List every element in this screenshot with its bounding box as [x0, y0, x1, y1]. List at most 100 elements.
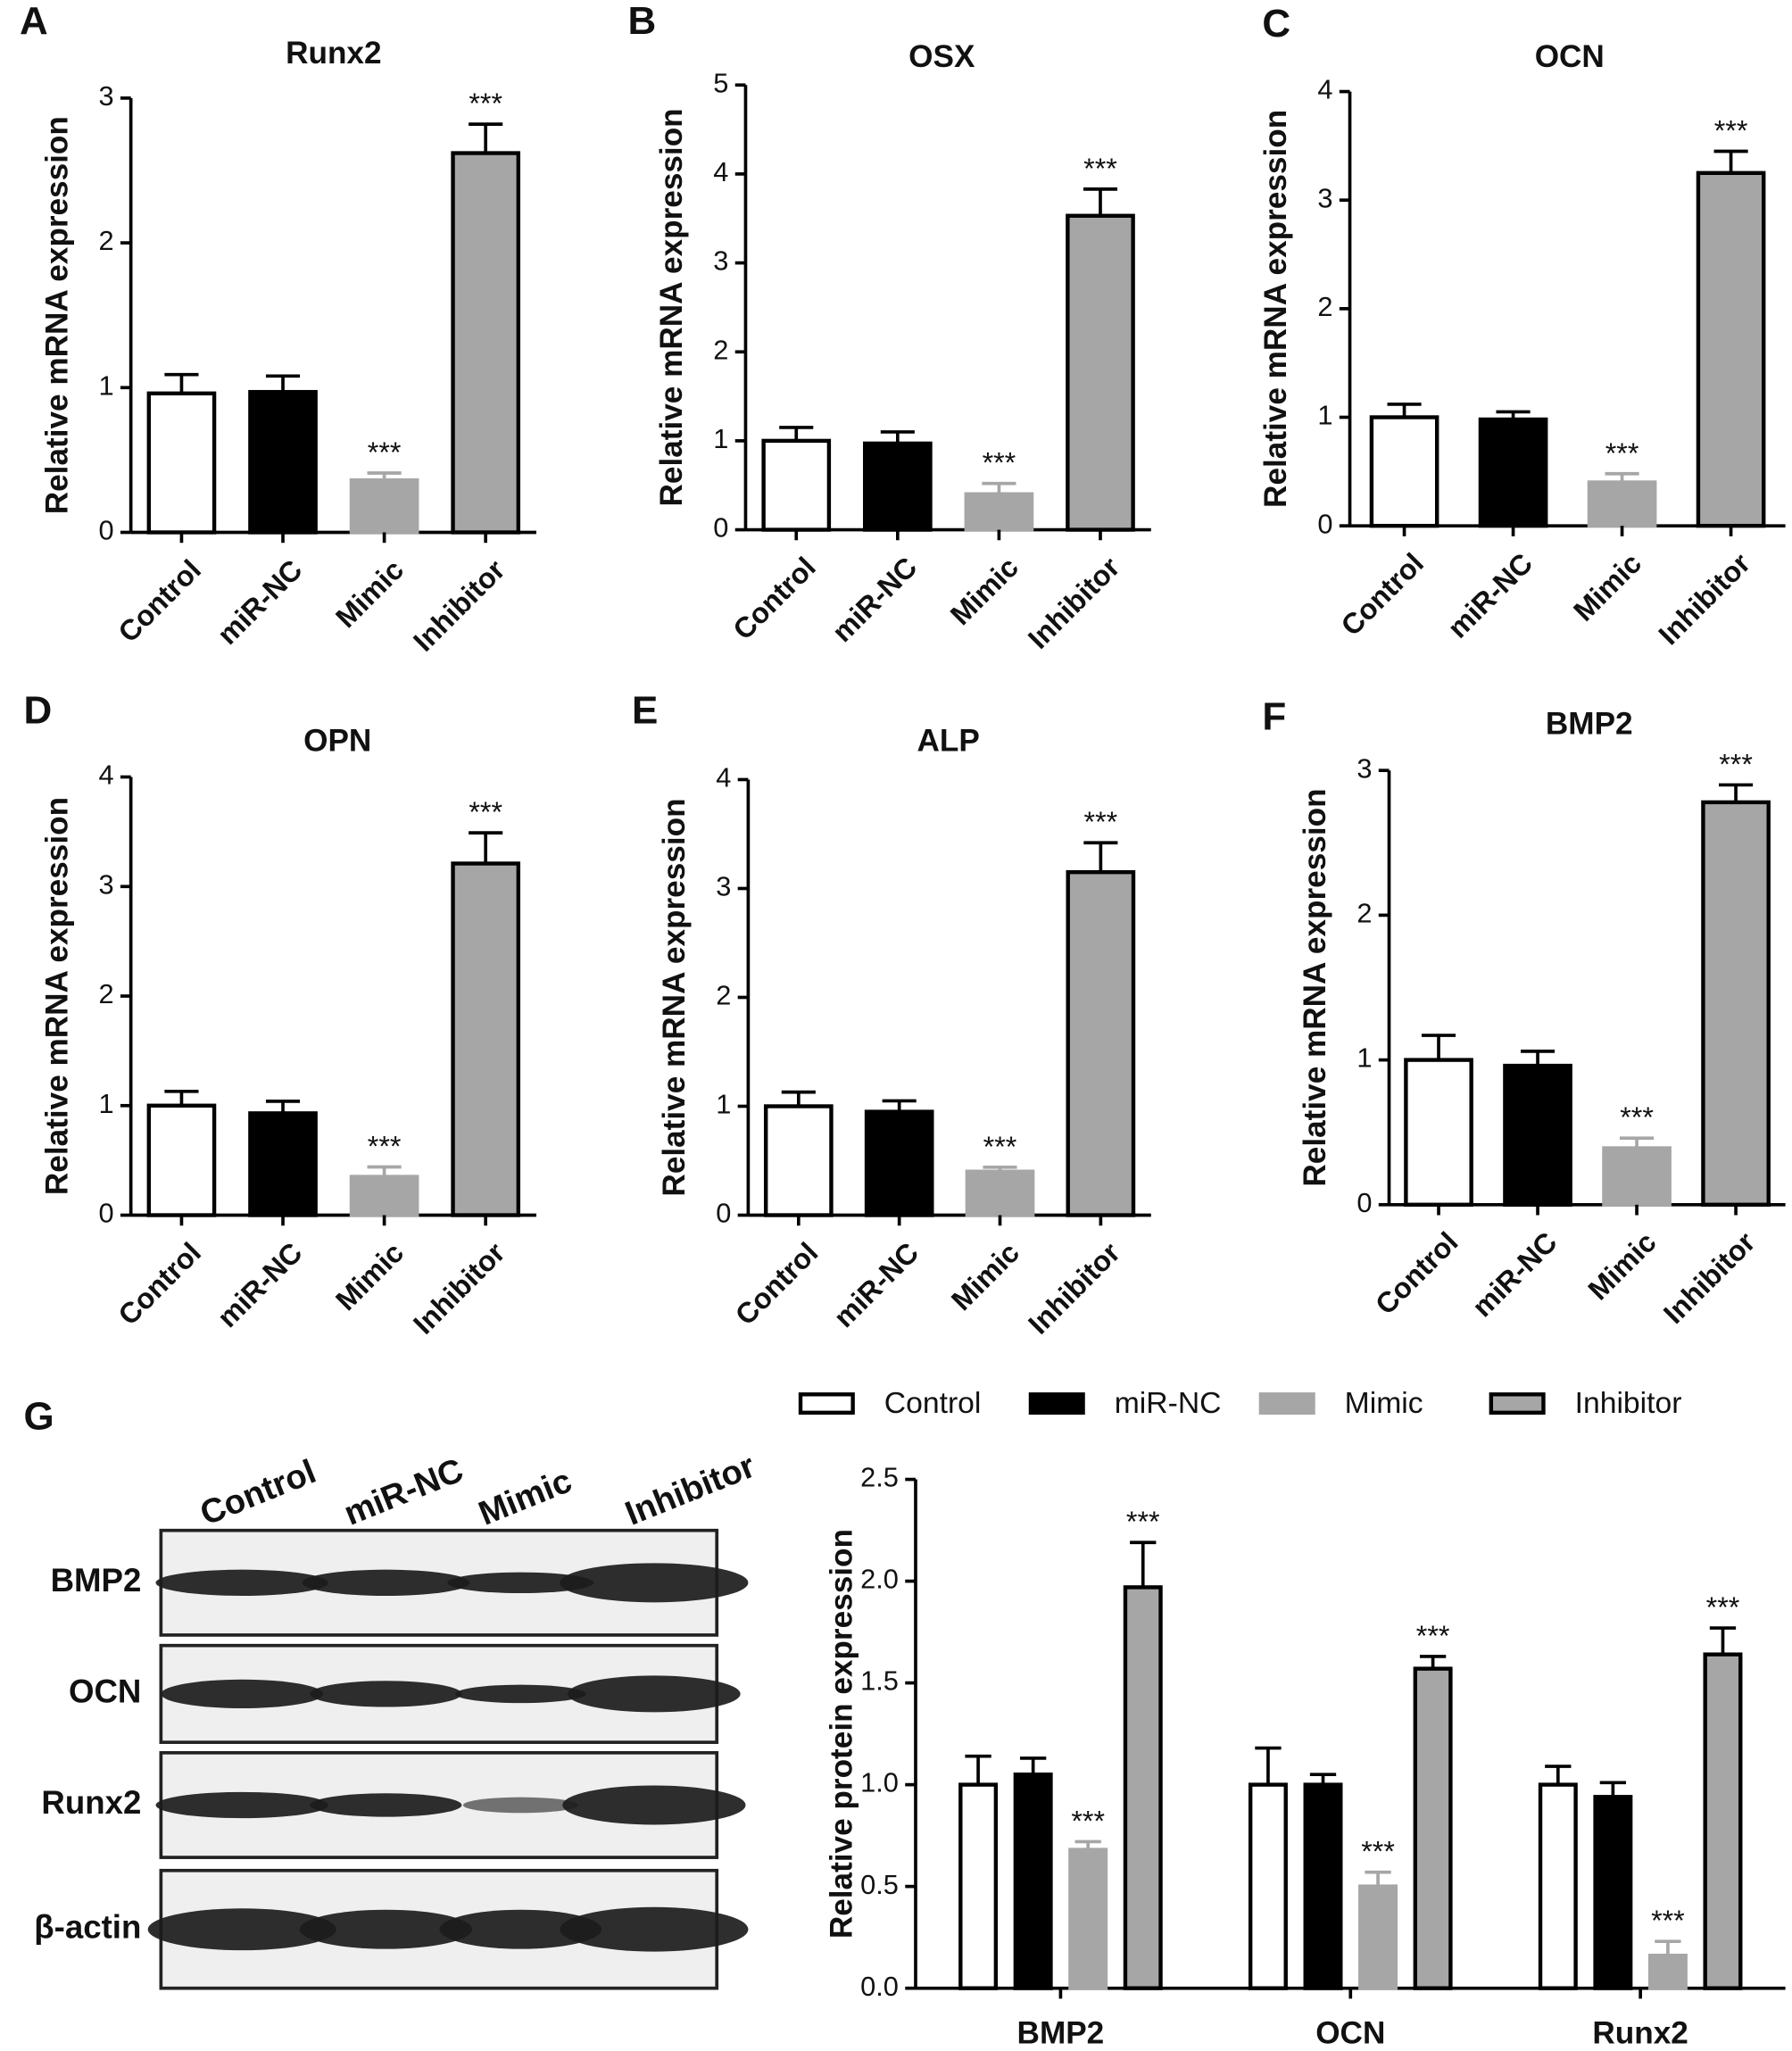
x-tick-label: Inhibitor: [1657, 1225, 1762, 1330]
blot-band: [462, 1797, 578, 1814]
y-tick-label: 4: [713, 156, 728, 187]
bar: [1248, 1782, 1288, 1990]
blot-row-label: β-actin: [34, 1908, 141, 1945]
error-bar: [1365, 1870, 1391, 1887]
blot-row-label: BMP2: [51, 1562, 142, 1598]
significance-label: ***: [469, 796, 502, 828]
error-bar: [779, 426, 814, 441]
blot-band: [447, 1572, 594, 1594]
bar: [146, 1103, 217, 1217]
x-tick-label: miR-NC: [1441, 547, 1539, 644]
significance-label: ***: [1361, 1836, 1395, 1868]
x-tick-label: Control: [726, 551, 821, 645]
bar: [451, 151, 521, 535]
blot-band: [147, 1908, 336, 1951]
panel-letter: F: [1262, 695, 1286, 739]
error-bar: [367, 471, 402, 481]
x-tick-label: Control: [1335, 547, 1430, 642]
x-tick-label: Mimic: [329, 553, 410, 634]
y-tick-label: 3: [98, 80, 113, 112]
blot-band: [560, 1906, 749, 1952]
error-bar: [1496, 410, 1531, 419]
blot-band: [562, 1785, 746, 1825]
error-bar: [1605, 471, 1639, 483]
bar: [864, 1109, 934, 1217]
y-tick-label: 5: [713, 67, 728, 98]
bar: [1703, 1652, 1743, 1990]
y-tick-label: 0: [716, 1198, 731, 1229]
chart-title: OCN: [1535, 39, 1605, 74]
x-tick-label: BMP2: [1017, 2016, 1105, 2051]
error-bar: [983, 1165, 1017, 1172]
bar: [248, 389, 318, 535]
y-tick-label: 0.0: [860, 1971, 899, 2002]
y-tick-label: 2: [716, 980, 731, 1011]
bar: [958, 1782, 999, 1990]
significance-label: ***: [983, 447, 1016, 479]
significance-label: ***: [1620, 1101, 1654, 1133]
bar: [1602, 1146, 1672, 1207]
error-bar: [1083, 187, 1118, 216]
x-tick-label: Control: [112, 553, 207, 648]
significance-label: ***: [368, 1130, 402, 1162]
y-axis-label: Relative mRNA expression: [39, 116, 74, 514]
y-tick-label: 1: [98, 1088, 113, 1119]
significance-label: ***: [1083, 153, 1117, 185]
y-tick-label: 2: [713, 334, 728, 365]
significance-label: ***: [1605, 437, 1639, 469]
error-bar: [965, 1754, 991, 1785]
y-tick-label: 0: [1317, 508, 1332, 539]
x-tick-label: Mimic: [1567, 547, 1647, 627]
panel-letter: A: [20, 0, 48, 43]
bar: [1478, 417, 1548, 528]
bar: [349, 477, 419, 535]
bar: [964, 492, 1034, 532]
bar: [1701, 800, 1771, 1207]
bar: [1538, 1782, 1578, 1990]
x-tick-label: miR-NC: [825, 551, 923, 648]
bar: [1503, 1063, 1572, 1207]
legend-swatch: [1489, 1392, 1546, 1416]
y-tick-label: 1.0: [860, 1767, 899, 1798]
blot-lane-label: miR-NC: [339, 1451, 469, 1532]
chart-title: ALP: [917, 724, 979, 759]
y-tick-label: 3: [1317, 182, 1332, 213]
chart-title: OSX: [908, 39, 975, 74]
error-bar: [882, 1099, 917, 1112]
blot-band: [310, 1681, 462, 1707]
error-bar: [1620, 1136, 1655, 1149]
y-tick-label: 1: [716, 1089, 731, 1120]
x-tick-label: Inhibitor: [1022, 551, 1126, 655]
bar: [146, 391, 217, 535]
bar: [1413, 1666, 1453, 1990]
x-tick-label: Inhibitor: [1022, 1236, 1126, 1341]
error-bar: [1387, 403, 1422, 418]
y-axis-label: Relative mRNA expression: [1298, 788, 1332, 1186]
x-tick-label: miR-NC: [212, 1236, 309, 1333]
chart-title: BMP2: [1546, 707, 1633, 742]
y-tick-label: 4: [716, 762, 731, 793]
panel-letter: B: [628, 0, 657, 43]
chart-title: OPN: [303, 724, 371, 759]
blot-row-label: Runx2: [41, 1784, 141, 1821]
legend-swatch: [1258, 1392, 1315, 1416]
y-tick-label: 1: [1356, 1042, 1372, 1074]
error-bar: [1419, 1655, 1447, 1669]
bar: [1404, 1058, 1473, 1207]
y-axis-label: Relative mRNA expression: [39, 797, 74, 1195]
panel-letter: E: [632, 688, 658, 732]
significance-label: ***: [469, 87, 502, 120]
x-tick-label: miR-NC: [827, 1236, 925, 1333]
x-tick-label: Mimic: [945, 1236, 1025, 1316]
blot-lane-label: Control: [195, 1453, 321, 1533]
error-bar: [1130, 1540, 1157, 1588]
error-bar: [1520, 1050, 1556, 1067]
error-bar: [1719, 783, 1754, 802]
y-tick-label: 2: [98, 225, 113, 256]
blot-band: [155, 1569, 328, 1596]
error-bar: [367, 1165, 402, 1177]
y-axis-label: Relative protein expression: [825, 1529, 859, 1939]
error-bar: [265, 1100, 301, 1114]
blot-band: [560, 1563, 749, 1603]
